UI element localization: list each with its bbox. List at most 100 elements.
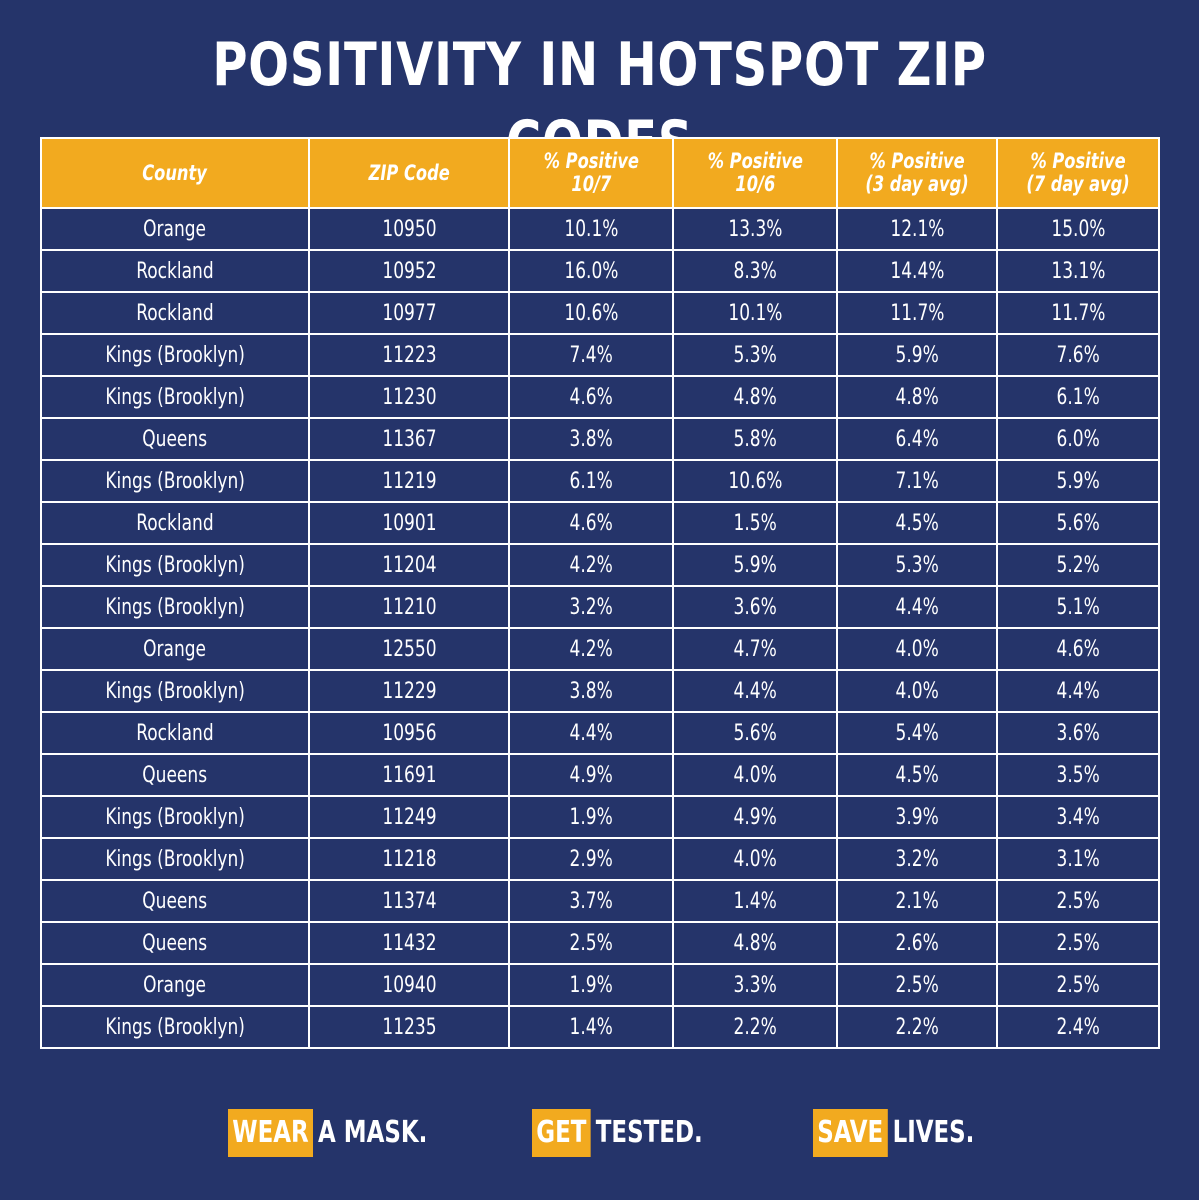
cell-value: 3.7% (569, 888, 613, 914)
cell-county: Queens (40, 921, 310, 965)
cell-zip-code: 10952 (308, 249, 510, 293)
cell-value: 11218 (381, 846, 437, 872)
cell-value: 4.0% (733, 762, 777, 788)
cell-value: 3.6% (733, 594, 777, 620)
cell-positive-10-7: 7.4% (508, 333, 674, 377)
cell-positive-10-6: 4.9% (672, 795, 838, 839)
cell-value: Kings (Brooklyn) (105, 846, 245, 872)
cell-value: 10901 (381, 510, 437, 536)
cell-value: 3.1% (1056, 846, 1100, 872)
table-row: Kings (Brooklyn) 11223 7.4% 5.3% 5.9% 7.6% (40, 333, 1160, 377)
cell-positive-10-7: 4.6% (508, 375, 674, 419)
cell-positive-7-day-avg: 2.5% (996, 921, 1160, 965)
cell-value: 10977 (381, 300, 437, 326)
cell-positive-7-day-avg: 4.4% (996, 669, 1160, 713)
cell-value: 5.8% (733, 426, 777, 452)
cell-value: Queens (142, 930, 208, 956)
cell-positive-10-7: 6.1% (508, 459, 674, 503)
cell-value: Orange (143, 636, 207, 662)
cell-value: 4.7% (733, 636, 777, 662)
cell-value: 3.2% (895, 846, 939, 872)
cell-county: Kings (Brooklyn) (40, 669, 310, 713)
cell-zip-code: 10901 (308, 501, 510, 545)
table-row: Kings (Brooklyn) 11229 3.8% 4.4% 4.0% 4.4% (40, 669, 1160, 713)
cell-value: Kings (Brooklyn) (105, 384, 245, 410)
footer-get-tested: GET TESTED. (532, 1109, 733, 1157)
cell-value: 4.0% (895, 636, 939, 662)
cell-value: 11.7% (889, 300, 945, 326)
cell-value: Rockland (136, 720, 214, 746)
cell-value: 2.1% (895, 888, 939, 914)
cell-value: 3.5% (1056, 762, 1100, 788)
footer-save-lives: SAVE LIVES. (813, 1109, 1003, 1157)
cell-value: 4.5% (895, 762, 939, 788)
cell-value: 1.4% (733, 888, 777, 914)
cell-zip-code: 10950 (308, 207, 510, 251)
cell-value: 3.3% (733, 972, 777, 998)
cell-county: Kings (Brooklyn) (40, 795, 310, 839)
cell-value: 11432 (381, 930, 437, 956)
cell-positive-7-day-avg: 13.1% (996, 249, 1160, 293)
cell-county: Queens (40, 417, 310, 461)
cell-positive-10-6: 4.0% (672, 753, 838, 797)
cell-value: Queens (142, 426, 208, 452)
header-row: County ZIP Code % Positive 10/7 % Positiv… (40, 137, 1160, 209)
header-line-1: % Positive (707, 149, 803, 173)
cell-positive-10-6: 2.2% (672, 1005, 838, 1049)
cell-county: Orange (40, 627, 310, 671)
cell-positive-7-day-avg: 3.5% (996, 753, 1160, 797)
cell-value: 11229 (381, 678, 437, 704)
cell-value: 11204 (381, 552, 437, 578)
cell-positive-10-6: 4.8% (672, 921, 838, 965)
cell-positive-10-7: 4.2% (508, 543, 674, 587)
cell-value: 1.9% (569, 972, 613, 998)
cell-value: 3.4% (1056, 804, 1100, 830)
cell-value: Queens (142, 888, 208, 914)
header-line-1: % Positive (543, 149, 639, 173)
cell-positive-10-7: 10.6% (508, 291, 674, 335)
cell-value: 10952 (381, 258, 437, 284)
cell-value: 12550 (381, 636, 437, 662)
footer-text: LIVES. (892, 1115, 975, 1150)
cell-value: 4.8% (733, 384, 777, 410)
table-body: Orange 10950 10.1% 13.3% 12.1% 15.0% Rockland 1… (40, 207, 1160, 1049)
cell-county: Queens (40, 879, 310, 923)
cell-positive-3-day-avg: 2.5% (836, 963, 998, 1007)
cell-positive-10-6: 5.9% (672, 543, 838, 587)
cell-zip-code: 12550 (308, 627, 510, 671)
cell-positive-10-6: 5.6% (672, 711, 838, 755)
cell-positive-10-7: 3.8% (508, 417, 674, 461)
table-row: Orange 10950 10.1% 13.3% 12.1% 15.0% (40, 207, 1160, 251)
cell-positive-10-7: 1.4% (508, 1005, 674, 1049)
cell-value: 2.5% (1056, 972, 1100, 998)
header-zip-label: ZIP Code (368, 160, 450, 185)
cell-positive-10-7: 3.2% (508, 585, 674, 629)
cell-positive-10-7: 4.9% (508, 753, 674, 797)
cell-value: Kings (Brooklyn) (105, 342, 245, 368)
cell-value: 5.9% (895, 342, 939, 368)
cell-value: Rockland (136, 510, 214, 536)
table-row: Rockland 10952 16.0% 8.3% 14.4% 13.1% (40, 249, 1160, 293)
cell-value: 11223 (381, 342, 437, 368)
cell-positive-3-day-avg: 11.7% (836, 291, 998, 335)
cell-positive-10-7: 4.2% (508, 627, 674, 671)
table-row: Rockland 10901 4.6% 1.5% 4.5% 5.6% (40, 501, 1160, 545)
cell-value: 10940 (381, 972, 437, 998)
cell-value: 14.4% (889, 258, 945, 284)
cell-value: 4.4% (733, 678, 777, 704)
cell-zip-code: 11374 (308, 879, 510, 923)
cell-positive-10-7: 16.0% (508, 249, 674, 293)
cell-value: 5.3% (733, 342, 777, 368)
cell-value: 10.6% (563, 300, 619, 326)
cell-value: 4.0% (733, 846, 777, 872)
cell-positive-3-day-avg: 4.0% (836, 627, 998, 671)
cell-positive-3-day-avg: 4.8% (836, 375, 998, 419)
table-row: Queens 11691 4.9% 4.0% 4.5% 3.5% (40, 753, 1160, 797)
header-line-2: (7 day avg) (1026, 172, 1130, 196)
cell-positive-10-6: 3.3% (672, 963, 838, 1007)
cell-positive-10-6: 4.0% (672, 837, 838, 881)
cell-zip-code: 11229 (308, 669, 510, 713)
cell-value: 4.6% (569, 384, 613, 410)
cell-positive-3-day-avg: 2.2% (836, 1005, 998, 1049)
cell-positive-3-day-avg: 14.4% (836, 249, 998, 293)
